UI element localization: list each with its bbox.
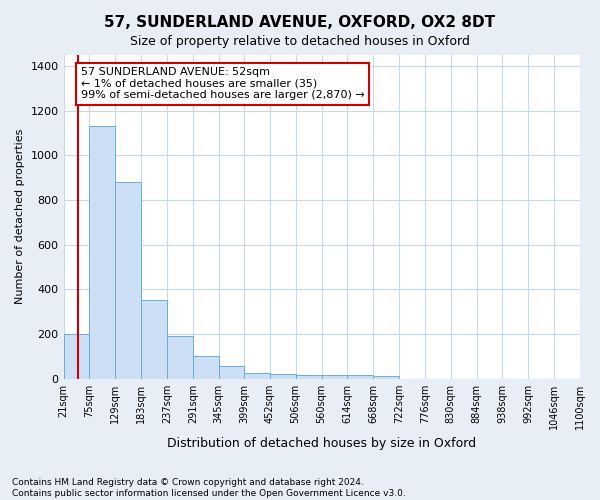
Bar (373, 376, 399, 378)
X-axis label: Distribution of detached houses by size in Oxford: Distribution of detached houses by size … (167, 437, 476, 450)
Bar (64, 334, 89, 378)
Bar (270, 374, 296, 378)
Text: Size of property relative to detached houses in Oxford: Size of property relative to detached ho… (130, 35, 470, 48)
Bar (218, 366, 244, 378)
Bar (89, 126, 115, 378)
Bar (167, 336, 193, 378)
Y-axis label: Number of detached properties: Number of detached properties (15, 129, 25, 304)
Bar (244, 373, 270, 378)
Bar (141, 300, 167, 378)
Bar (296, 374, 322, 378)
Text: Contains HM Land Registry data © Crown copyright and database right 2024.
Contai: Contains HM Land Registry data © Crown c… (12, 478, 406, 498)
Bar (347, 375, 373, 378)
Text: 57 SUNDERLAND AVENUE: 52sqm
← 1% of detached houses are smaller (35)
99% of semi: 57 SUNDERLAND AVENUE: 52sqm ← 1% of deta… (81, 68, 365, 100)
Bar (193, 356, 218, 378)
Text: 57, SUNDERLAND AVENUE, OXFORD, OX2 8DT: 57, SUNDERLAND AVENUE, OXFORD, OX2 8DT (104, 15, 496, 30)
Bar (115, 182, 141, 378)
Bar (322, 374, 347, 378)
